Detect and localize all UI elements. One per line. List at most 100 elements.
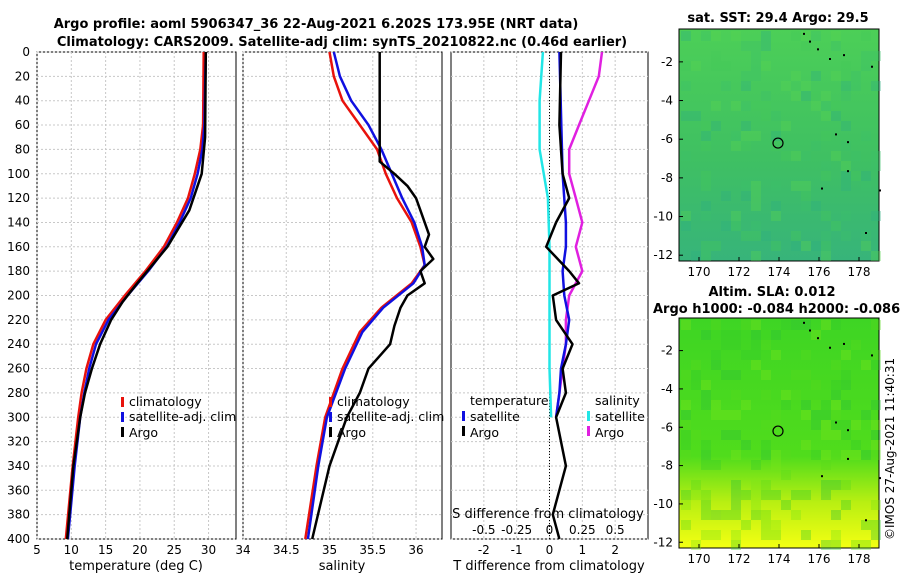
map-cell bbox=[731, 340, 741, 350]
map-cell bbox=[841, 141, 851, 151]
map-cell bbox=[861, 520, 871, 530]
map-cell bbox=[801, 370, 811, 380]
legend-swatch-temperature-satellite bbox=[462, 411, 465, 421]
map-cell bbox=[871, 320, 881, 330]
legend-swatch-climatology bbox=[121, 397, 124, 407]
map-cell bbox=[841, 370, 851, 380]
map-cell bbox=[821, 101, 831, 111]
x-tick-label: 15 bbox=[98, 543, 113, 557]
map-cell bbox=[841, 81, 851, 91]
map-cell bbox=[861, 31, 871, 41]
map-cell bbox=[801, 350, 811, 360]
map-cell bbox=[701, 141, 711, 151]
map-cell bbox=[811, 420, 821, 430]
map-cell bbox=[701, 330, 711, 340]
y-tick-label: 80 bbox=[15, 142, 30, 156]
top-x-tick-label: -0.5 bbox=[472, 523, 495, 537]
map-cell bbox=[681, 490, 691, 500]
map-cell bbox=[831, 360, 841, 370]
map-cell bbox=[851, 340, 861, 350]
map-cell bbox=[691, 251, 701, 261]
map-cell bbox=[831, 41, 841, 51]
map-x-tick-label: 172 bbox=[728, 552, 751, 566]
map-x-tick-label: 172 bbox=[728, 265, 751, 279]
map-cell bbox=[731, 131, 741, 141]
y-tick-label: 200 bbox=[7, 289, 30, 303]
map-cell bbox=[761, 440, 771, 450]
salinity-legend: climatology satellite-adj. clim Argo bbox=[329, 394, 444, 440]
temperature-xlabel: temperature (deg C) bbox=[69, 559, 203, 574]
map-cell bbox=[761, 41, 771, 51]
map-cell bbox=[821, 161, 831, 171]
legend-swatch-argo bbox=[121, 427, 124, 437]
map-cell bbox=[821, 430, 831, 440]
legend-swatch-satellite bbox=[329, 412, 332, 422]
map-cell bbox=[711, 410, 721, 420]
map-y-tick-label: -2 bbox=[661, 55, 673, 69]
map-cell bbox=[781, 500, 791, 510]
map-cell bbox=[701, 171, 711, 181]
map-cell bbox=[851, 450, 861, 460]
map-cell bbox=[781, 121, 791, 131]
y-tick-label: 60 bbox=[15, 118, 30, 132]
island-marker bbox=[829, 58, 831, 60]
map-cell bbox=[741, 141, 751, 151]
map-cell bbox=[691, 490, 701, 500]
map-cell bbox=[821, 131, 831, 141]
map-cell bbox=[871, 350, 881, 360]
map-cell bbox=[811, 141, 821, 151]
map-cell bbox=[751, 61, 761, 71]
map-cell bbox=[751, 350, 761, 360]
map-cell bbox=[841, 231, 851, 241]
map-cell bbox=[731, 410, 741, 420]
map-cell bbox=[711, 121, 721, 131]
x-tick-label: 34 bbox=[235, 543, 250, 557]
map-cell bbox=[821, 231, 831, 241]
y-tick-label: 140 bbox=[7, 215, 30, 229]
map-cell bbox=[751, 181, 761, 191]
x-tick-label: 10 bbox=[64, 543, 79, 557]
map-cell bbox=[861, 231, 871, 241]
y-tick-label: 280 bbox=[7, 386, 30, 400]
legend-swatch-temperature-argo bbox=[462, 426, 465, 436]
map-cell bbox=[821, 460, 831, 470]
map-cell bbox=[841, 171, 851, 181]
island-marker bbox=[821, 187, 823, 190]
map-cell bbox=[771, 131, 781, 141]
sla-argo-location-marker bbox=[772, 425, 784, 437]
map-cell bbox=[731, 540, 741, 550]
map-cell bbox=[731, 480, 741, 490]
island-marker bbox=[847, 170, 849, 173]
map-cell bbox=[701, 131, 711, 141]
map-cell bbox=[851, 540, 861, 550]
map-cell bbox=[741, 191, 751, 201]
map-cell bbox=[801, 91, 811, 101]
map-cell bbox=[761, 101, 771, 111]
y-tick-label: 360 bbox=[7, 483, 30, 497]
map-cell bbox=[681, 81, 691, 91]
map-cell bbox=[701, 380, 711, 390]
map-cell bbox=[761, 61, 771, 71]
x-tick-label: 1 bbox=[579, 543, 587, 557]
map-cell bbox=[791, 31, 801, 41]
map-x-tick-label: 174 bbox=[768, 552, 791, 566]
map-cell bbox=[681, 420, 691, 430]
map-cell bbox=[811, 450, 821, 460]
map-cell bbox=[751, 340, 761, 350]
map-cell bbox=[751, 510, 761, 520]
map-cell bbox=[791, 320, 801, 330]
map-cell bbox=[831, 111, 841, 121]
y-tick-label: 380 bbox=[7, 508, 30, 522]
map-cell bbox=[761, 450, 771, 460]
map-cell bbox=[721, 370, 731, 380]
map-cell bbox=[711, 400, 721, 410]
island-marker bbox=[835, 421, 837, 424]
map-cell bbox=[821, 241, 831, 251]
map-cell bbox=[731, 141, 741, 151]
map-cell bbox=[801, 241, 811, 251]
map-cell bbox=[861, 450, 871, 460]
map-cell bbox=[871, 450, 881, 460]
map-cell bbox=[701, 241, 711, 251]
map-cell bbox=[771, 460, 781, 470]
